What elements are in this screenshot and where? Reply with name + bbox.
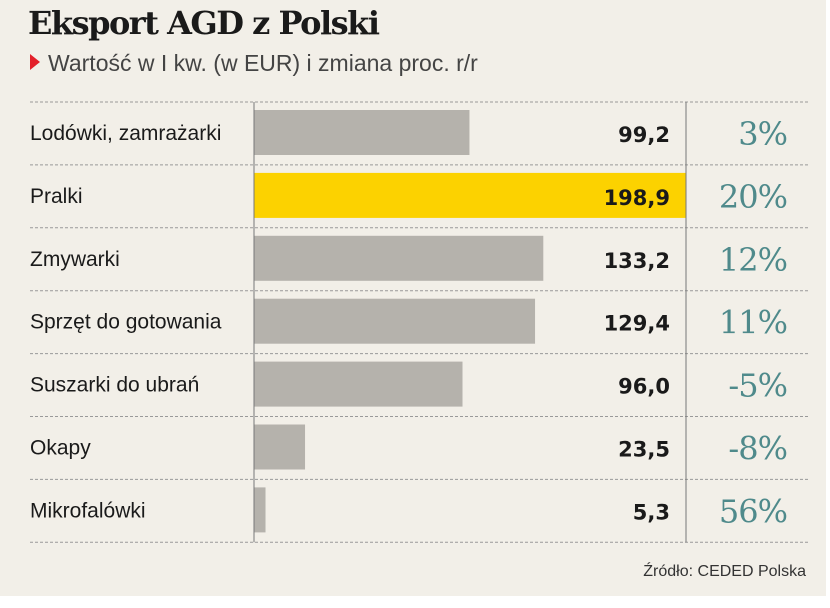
category-label: Pralki xyxy=(30,185,83,208)
bar xyxy=(254,298,536,344)
bar xyxy=(254,424,306,470)
bar xyxy=(254,487,266,533)
chart-panel: Eksport AGD z Polski Wartość w I kw. (w … xyxy=(0,0,826,596)
bar xyxy=(254,110,470,155)
value-label: 133,2 xyxy=(604,249,670,273)
change-label: 11% xyxy=(719,304,787,342)
bar xyxy=(254,235,544,281)
value-label: 96,0 xyxy=(618,375,670,399)
value-label: 99,2 xyxy=(618,123,670,147)
category-label: Mikrofalówki xyxy=(30,499,146,522)
chart-title: Eksport AGD z Polski xyxy=(28,4,380,42)
value-label: 198,9 xyxy=(604,186,670,210)
category-label: Suszarki do ubrań xyxy=(30,374,199,397)
change-label: 56% xyxy=(719,492,787,530)
bar xyxy=(254,361,463,407)
subtitle-text: Wartość w I kw. (w EUR) i zmiana proc. r… xyxy=(48,50,478,76)
change-label: -8% xyxy=(728,430,787,468)
value-label: 5,3 xyxy=(633,500,670,524)
chart-subtitle: Wartość w I kw. (w EUR) i zmiana proc. r… xyxy=(30,50,478,77)
value-label: 129,4 xyxy=(604,312,670,336)
category-label: Sprzęt do gotowania xyxy=(30,311,222,334)
red-triangle-icon xyxy=(30,54,40,70)
change-label: -5% xyxy=(728,367,787,405)
value-label: 23,5 xyxy=(618,438,670,462)
source-note: Źródło: CEDED Polska xyxy=(643,563,806,580)
bar xyxy=(254,172,686,218)
category-label: Okapy xyxy=(30,437,91,460)
category-label: Lodówki, zamrażarki xyxy=(30,122,221,145)
change-label: 20% xyxy=(719,178,787,216)
change-label: 3% xyxy=(738,115,787,153)
category-label: Zmywarki xyxy=(30,248,120,271)
change-label: 12% xyxy=(719,241,787,279)
